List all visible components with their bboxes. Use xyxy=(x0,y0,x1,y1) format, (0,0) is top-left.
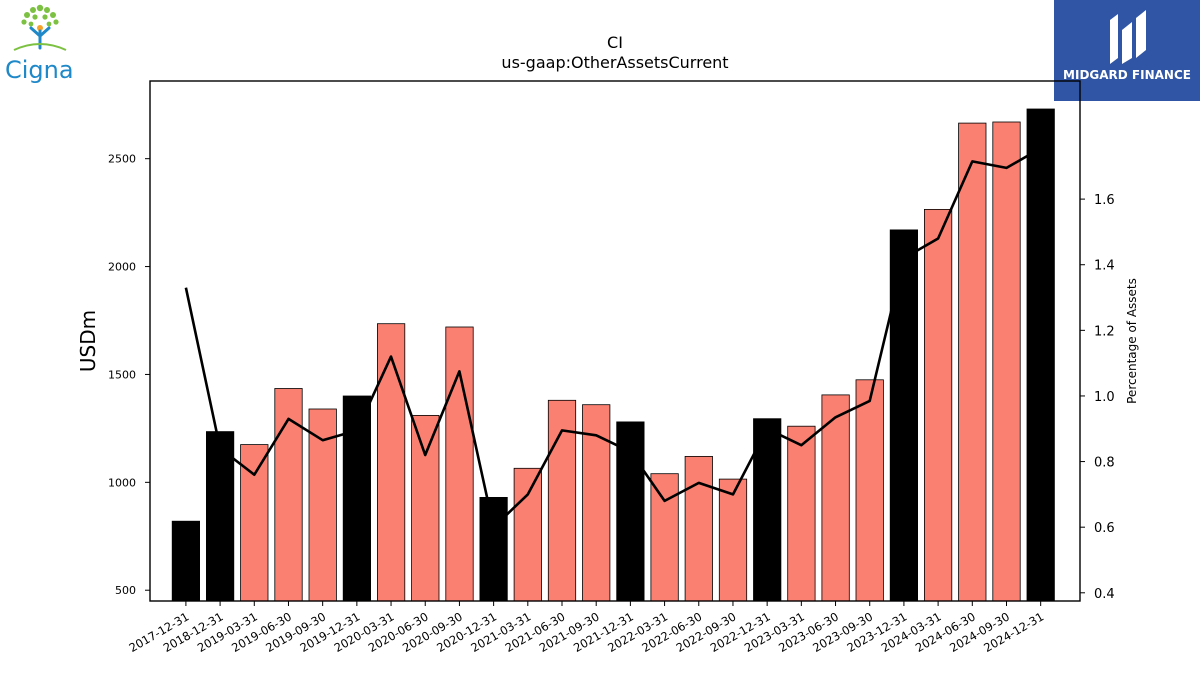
bar xyxy=(513,467,542,602)
cigna-wordmark: Cigna xyxy=(5,56,74,84)
y-right-tick-label: 0.4 xyxy=(1094,587,1115,602)
tree-icon xyxy=(13,4,67,51)
y-tick-label: 2000 xyxy=(108,261,136,274)
bar xyxy=(411,414,440,602)
y-tick-label: 1500 xyxy=(108,368,136,381)
y-axis-right-label: Percentage of Assets xyxy=(1125,278,1139,404)
pct-line-series xyxy=(184,147,1042,529)
bar-series xyxy=(171,108,1055,602)
y-tick-label: 2500 xyxy=(108,153,136,166)
y-tick-label: 500 xyxy=(115,584,136,597)
bar xyxy=(650,473,679,602)
bar xyxy=(479,496,508,602)
y-tick-label: 1000 xyxy=(108,476,136,489)
chart-title: CI xyxy=(607,33,623,52)
bar xyxy=(821,394,850,602)
midgard-wordmark: MIDGARD FINANCE xyxy=(1063,68,1191,82)
bar xyxy=(445,326,474,602)
bar xyxy=(958,122,987,602)
bar xyxy=(582,404,611,602)
y-right-tick-label: 1.2 xyxy=(1094,324,1115,339)
bar xyxy=(616,421,645,602)
bar xyxy=(992,121,1021,602)
y-right-tick-label: 1.0 xyxy=(1094,390,1115,405)
cigna-logo: Cigna xyxy=(0,0,90,92)
bar xyxy=(924,208,953,602)
y-axis-label: USDm xyxy=(76,310,100,372)
plot-frame xyxy=(149,80,1081,602)
y-right-tick-label: 0.6 xyxy=(1094,521,1115,536)
bar xyxy=(718,478,748,602)
bar xyxy=(342,395,372,602)
bar xyxy=(171,520,200,602)
y-right-tick-label: 0.8 xyxy=(1094,456,1115,471)
midgard-finance-logo: MIDGARD FINANCE xyxy=(1054,0,1200,101)
bar xyxy=(889,229,919,602)
bar xyxy=(376,323,406,602)
bar xyxy=(855,379,884,602)
y-right-tick-label: 1.6 xyxy=(1094,193,1115,208)
bar xyxy=(684,455,713,602)
bar xyxy=(787,425,816,602)
bar xyxy=(547,399,577,602)
y-right-tick-label: 1.4 xyxy=(1094,259,1115,274)
pct-line xyxy=(184,147,1042,529)
bar xyxy=(1026,108,1055,602)
chart-subtitle: us-gaap:OtherAssetsCurrent xyxy=(501,53,728,72)
midgard-emblem-icon xyxy=(1110,10,1146,64)
